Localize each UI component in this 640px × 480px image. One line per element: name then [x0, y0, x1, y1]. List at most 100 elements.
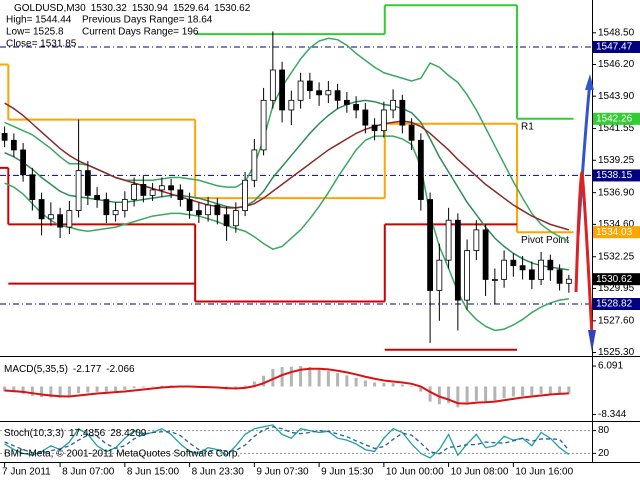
candle-body — [417, 139, 424, 200]
candle-body — [297, 80, 304, 101]
histogram-bar — [521, 386, 525, 396]
histogram-bar — [123, 386, 127, 390]
histogram-bar — [289, 366, 293, 387]
signal-line — [4, 367, 569, 405]
candle-body — [427, 199, 434, 291]
candle-body — [1, 133, 8, 141]
candle-body — [149, 189, 156, 196]
y-tick-label: 1543.90 — [598, 91, 635, 102]
indicator-header-part: MACD(5,35,5) — [4, 364, 68, 375]
price-tag — [593, 273, 640, 286]
candle-body — [408, 124, 415, 141]
candle-body — [94, 195, 100, 200]
candle-body — [390, 99, 397, 111]
histogram-bar — [511, 386, 515, 397]
histogram-bar — [419, 386, 423, 392]
candle-body — [288, 99, 295, 111]
histogram-bar — [493, 386, 497, 401]
y-tick-label: 1536.90 — [598, 187, 635, 198]
candle-body — [112, 210, 119, 216]
y-tick-label: 1541.55 — [598, 123, 635, 134]
x-tick-label: 10 Jun 16:00 — [515, 467, 573, 478]
histogram-bar — [49, 386, 53, 398]
histogram-bar — [391, 383, 395, 387]
y-tick-label: 1532.25 — [598, 251, 635, 262]
candle-body — [20, 149, 27, 176]
stochastic-line — [4, 426, 570, 455]
chart-header-part: 1530.94 — [132, 3, 169, 14]
candle-body — [510, 259, 517, 267]
price-tag-label: 1538.15 — [596, 170, 633, 181]
candle-body — [334, 90, 341, 101]
info-text: Close= 1531.85 — [6, 39, 77, 50]
candle-body — [399, 99, 406, 126]
y-tick-label: 1527.60 — [598, 315, 635, 326]
indicator-header: Stoch(10,3,3) 17.4856 28.4209 — [4, 428, 147, 439]
histogram-bar — [21, 386, 25, 394]
histogram-bar — [363, 380, 367, 387]
candle-body — [454, 219, 461, 301]
histogram-bar — [400, 384, 404, 387]
price-tag — [593, 226, 640, 239]
histogram-bar — [558, 386, 562, 394]
candle-body — [158, 185, 165, 191]
price-tag-label: 1542.26 — [596, 113, 633, 124]
y-tick-label: 1525.30 — [598, 347, 635, 358]
candle-body — [445, 219, 452, 261]
histogram-bar — [67, 386, 71, 397]
histogram-bar — [382, 383, 386, 387]
candle-body — [269, 69, 276, 101]
candle-body — [556, 269, 563, 284]
histogram-bar — [354, 377, 358, 387]
candle-body — [168, 185, 175, 191]
price-tag — [593, 298, 640, 311]
forecast-arrow — [574, 171, 594, 337]
y-tick-label: 20 — [598, 448, 610, 459]
x-tick-label: 7 Jun 2011 — [2, 467, 51, 478]
info-text: Previous Days Range= 18.64 — [82, 15, 213, 26]
candle-body — [325, 90, 332, 96]
price-tag-label: 1534.03 — [596, 227, 633, 238]
candle-body — [38, 199, 45, 220]
candle-body — [565, 278, 572, 284]
candle-body — [242, 179, 249, 211]
candle-body — [66, 210, 73, 228]
histogram-bar — [58, 386, 62, 398]
level-label: R1 — [521, 121, 534, 132]
indicator-header: MACD(5,35,5) -2.177 -2.066 — [4, 364, 135, 375]
candle-body — [131, 183, 138, 200]
histogram-bar — [252, 381, 256, 387]
histogram-bar — [151, 386, 155, 387]
histogram-bar — [447, 386, 451, 404]
candle-body — [473, 229, 480, 251]
candle-body — [205, 204, 212, 216]
candle-body — [29, 174, 36, 200]
candle-body — [538, 259, 544, 280]
histogram-bar — [465, 386, 469, 405]
y-tick-label: 1529.95 — [598, 283, 635, 294]
price-tag — [593, 40, 640, 53]
histogram-bar — [132, 386, 136, 389]
chart-header-part: GOLDUSD,M30 — [14, 3, 86, 14]
candle-body — [316, 90, 323, 96]
histogram-bar — [437, 386, 441, 405]
y-tick-label: 1546.20 — [598, 59, 635, 70]
candle-body — [140, 183, 147, 196]
histogram-bar — [280, 367, 284, 387]
candle-body — [232, 210, 239, 227]
x-tick-label: 10 Jun 08:00 — [451, 467, 509, 478]
x-tick-label: 9 Jun 07:30 — [256, 467, 309, 478]
histogram-bar — [502, 386, 506, 398]
histogram-bar — [160, 385, 164, 387]
candle-body — [260, 99, 267, 151]
x-tick-label: 8 Jun 23:30 — [192, 467, 245, 478]
price-tag-label: 1547.47 — [596, 42, 633, 53]
candle-body — [371, 124, 378, 132]
indicator-header-part: Stoch(10,3,3) — [4, 428, 64, 439]
y-tick-label: 1534.60 — [598, 219, 635, 230]
histogram-bar — [326, 371, 330, 387]
x-tick-label: 8 Jun 15:00 — [127, 467, 180, 478]
candle-body — [195, 210, 202, 216]
x-tick-label: 9 Jun 15:30 — [321, 467, 374, 478]
candle-body — [103, 199, 110, 216]
